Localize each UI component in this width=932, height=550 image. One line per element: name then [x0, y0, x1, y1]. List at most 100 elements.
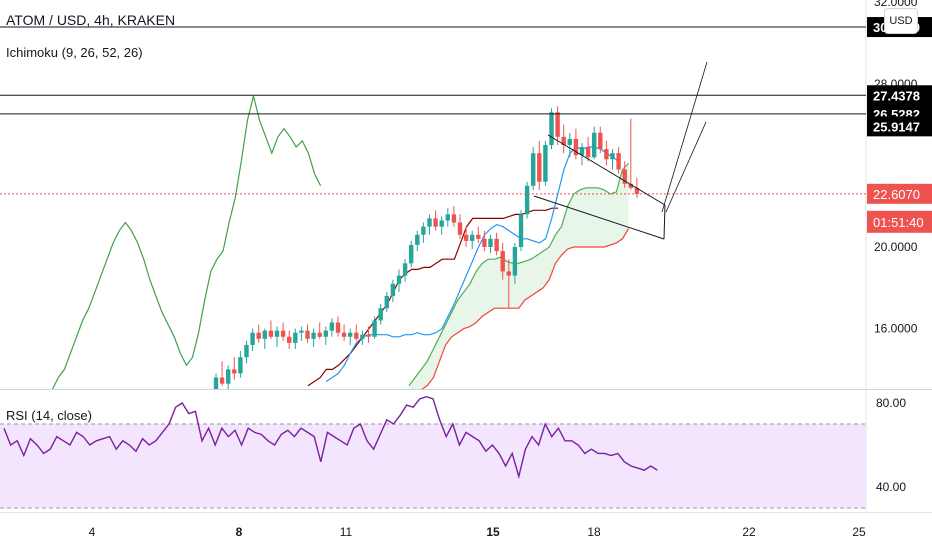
candle-body: [262, 330, 267, 339]
rsi-pane: [0, 395, 866, 509]
price-axis-box: [867, 116, 932, 137]
candle-body: [567, 138, 572, 145]
candle-body: [500, 251, 505, 272]
time-tick-label: 18: [587, 525, 601, 539]
rsi-band-fill: [0, 424, 866, 508]
candle-body: [555, 112, 560, 137]
candle-body: [439, 220, 444, 227]
candle-body: [329, 322, 335, 331]
senkou-span-b-line: [421, 228, 630, 389]
candle-body: [604, 149, 609, 160]
candle-body: [421, 226, 426, 235]
tenkan-sen-line: [325, 146, 620, 383]
candle-body: [274, 330, 280, 337]
rsi-tick-label: 80.00: [876, 396, 906, 410]
candle-body: [457, 222, 463, 235]
countdown-box: [867, 210, 932, 233]
candle-body: [378, 308, 383, 321]
candle-body: [219, 377, 225, 384]
candle-body: [427, 218, 432, 227]
senkou-span-a-line: [408, 162, 630, 387]
rsi-label: RSI (14, close): [6, 408, 92, 423]
price-axis-value: 22.6070: [873, 187, 920, 202]
axis-layer: 32.000020.000016.000028.000030.782027.43…: [89, 0, 932, 539]
price-axis-box: [867, 183, 932, 204]
candle-body: [537, 153, 542, 182]
wedge-lower-trendline: [533, 195, 665, 240]
countdown-text: 01:51:40: [873, 215, 924, 230]
price-tick-label: 16.0000: [874, 322, 918, 336]
candle-body: [213, 377, 219, 389]
candle-body: [598, 132, 603, 150]
price-axis-value: 27.4378: [873, 88, 920, 103]
candle-body: [299, 330, 304, 333]
ichimoku-label: Ichimoku (9, 26, 52, 26): [6, 45, 143, 60]
wedge-base-line: [663, 204, 666, 240]
candle-body: [463, 234, 469, 241]
price-tick-label: 32.0000: [874, 0, 918, 9]
currency-button[interactable]: USD: [884, 8, 918, 34]
candle-body: [482, 238, 487, 247]
candle-body: [280, 330, 286, 337]
time-tick-label: 8: [236, 525, 243, 539]
price-axis-value: 25.9147: [873, 119, 920, 134]
candle-body: [409, 244, 414, 264]
candle-body: [592, 132, 597, 158]
candle-body: [372, 320, 377, 337]
candle-body: [445, 214, 450, 221]
candle-body: [335, 322, 341, 333]
candle-body: [415, 234, 420, 245]
candle-body: [287, 336, 292, 343]
candle-body: [543, 145, 548, 182]
candle-body: [573, 138, 579, 156]
candle-body: [256, 332, 261, 339]
candle-body: [549, 112, 554, 145]
candle-body: [470, 234, 475, 241]
candle-body: [524, 185, 530, 215]
candle-body: [250, 332, 255, 345]
projection-line-1: [661, 61, 708, 213]
candle-body: [512, 247, 518, 276]
candle-body: [402, 263, 408, 276]
candle-body: [616, 153, 621, 170]
time-tick-label: 11: [340, 525, 353, 539]
price-axis-box: [867, 85, 932, 106]
candle-body: [610, 153, 615, 160]
candle-body: [268, 330, 274, 337]
candle-body: [311, 332, 316, 339]
candle-body: [506, 271, 511, 276]
candle-body: [494, 238, 499, 252]
time-tick-label: 15: [486, 525, 500, 539]
candle-body: [244, 344, 249, 358]
candle-body: [488, 238, 493, 247]
candle-body: [354, 332, 359, 339]
candle-body: [561, 136, 566, 145]
candle-body: [366, 334, 371, 337]
ichimoku-cloud: [409, 163, 629, 389]
candle-body: [348, 332, 353, 337]
price-pane: [0, 26, 866, 389]
rsi-tick-label: 40.00: [876, 480, 906, 494]
symbol-title: ATOM / USD, 4h, KRAKEN: [6, 12, 176, 28]
wedge-upper-trendline: [547, 134, 666, 206]
candle-body: [305, 330, 310, 339]
candle-body: [476, 234, 481, 239]
chikou-span-line: [51, 95, 322, 389]
candle-body: [226, 369, 231, 384]
time-tick-label: 4: [89, 525, 96, 539]
candle-body: [293, 332, 298, 343]
candle-body: [232, 369, 237, 374]
candle-body: [384, 295, 389, 309]
candle-body: [579, 147, 585, 156]
time-tick-label: 22: [742, 525, 756, 539]
candle-body: [396, 275, 402, 284]
candle-body: [360, 334, 365, 339]
candle-body: [341, 332, 347, 337]
candle-body: [451, 214, 457, 223]
candle-body: [433, 218, 438, 227]
candle-body: [518, 214, 524, 247]
candle-body: [317, 332, 322, 337]
projection-line-2: [665, 121, 707, 213]
candle-body: [390, 283, 396, 296]
